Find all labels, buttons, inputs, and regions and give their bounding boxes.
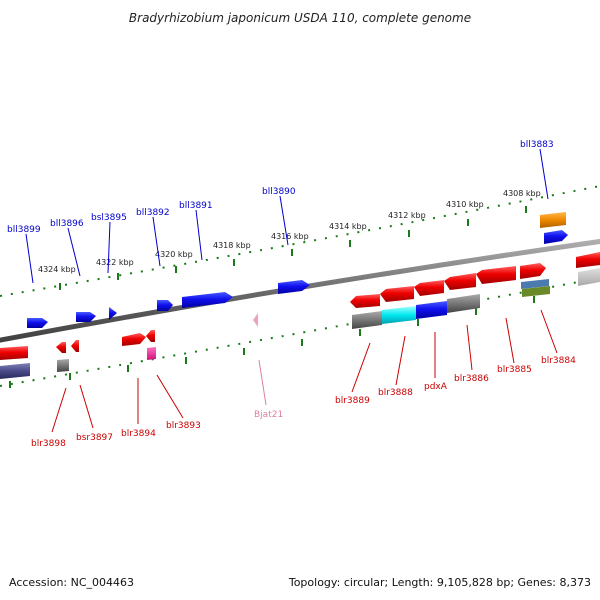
gene-label[interactable]: blr3884	[541, 356, 576, 366]
gene-gray-row2-a[interactable]	[352, 311, 382, 329]
gene-cyan-row2[interactable]	[382, 306, 416, 324]
gene-label[interactable]: pdxA	[424, 382, 448, 392]
top-gene-labels: bll3899 bll3896 bsl3895 bll3892 bll3891 …	[7, 140, 554, 235]
gene-blr3894[interactable]	[122, 333, 146, 346]
gene-label[interactable]: bll3883	[520, 140, 554, 150]
gene-red-left-edge[interactable]	[0, 346, 28, 360]
bottom-gene-labels: blr3898 bsr3897 blr3894 blr3893 Bjat21 b…	[31, 356, 576, 449]
gene-steelblue-small[interactable]	[521, 279, 549, 289]
gene-blue-row2[interactable]	[416, 301, 447, 319]
gene-label[interactable]: bsl3895	[91, 213, 127, 223]
gene-blr3884[interactable]	[520, 263, 546, 279]
scale-label: 4316 kbp	[271, 232, 309, 241]
gene-blr3893[interactable]	[146, 330, 155, 342]
gene-label[interactable]: blr3898	[31, 439, 66, 449]
gene-slate-left-edge[interactable]	[0, 363, 30, 379]
gene-blr3889[interactable]	[350, 294, 380, 308]
gene-label[interactable]: blr3885	[497, 365, 532, 375]
gene-label[interactable]: Bjat21	[254, 410, 283, 420]
gene-gray-small[interactable]	[57, 359, 69, 372]
gene-label[interactable]: bll3890	[262, 187, 296, 197]
gene-bll3883[interactable]	[544, 230, 568, 244]
gene-label[interactable]: blr3893	[166, 421, 201, 431]
gene-label[interactable]: blr3886	[454, 374, 489, 384]
scale-label: 4308 kbp	[503, 189, 541, 198]
gene-bll3891[interactable]	[182, 292, 233, 308]
scale-labels: 4324 kbp 4322 kbp 4320 kbp 4318 kbp 4316…	[38, 189, 541, 274]
gene-label[interactable]: blr3888	[378, 388, 413, 398]
scale-label: 4310 kbp	[446, 200, 484, 209]
top-strand-genes	[27, 212, 568, 328]
scale-label: 4324 kbp	[38, 265, 76, 274]
gene-label[interactable]: bll3899	[7, 225, 41, 235]
gene-orange-feature[interactable]	[540, 212, 566, 228]
rna-label-leader	[258, 359, 267, 406]
scale-label: 4314 kbp	[329, 222, 367, 231]
upper-major-ticks	[59, 206, 527, 290]
bottom-label-leaders	[51, 309, 558, 433]
gene-bll3892[interactable]	[157, 300, 173, 311]
gene-bll3899[interactable]	[27, 318, 48, 328]
gene-label[interactable]: bsr3897	[76, 433, 113, 443]
scale-label: 4312 kbp	[388, 211, 426, 220]
gene-blr3888[interactable]	[380, 286, 414, 302]
gene-pdxA[interactable]	[414, 280, 444, 296]
gene-gray-right-edge[interactable]	[578, 268, 600, 286]
gene-label[interactable]: blr3894	[121, 429, 156, 439]
gene-magenta-small[interactable]	[147, 347, 156, 360]
gene-gray-row2-b[interactable]	[447, 294, 480, 313]
gene-bll3896[interactable]	[76, 312, 96, 322]
gene-Bjat21[interactable]	[253, 313, 258, 327]
bottom-strand-genes	[0, 252, 600, 379]
gene-label[interactable]: bll3891	[179, 201, 213, 211]
lower-major-ticks	[9, 296, 535, 388]
genome-summary-text: Topology: circular; Length: 9,105,828 bp…	[288, 576, 591, 589]
gene-blr3898[interactable]	[56, 342, 66, 353]
scale-label: 4322 kbp	[96, 258, 134, 267]
gene-bsr3897[interactable]	[71, 340, 79, 352]
gene-label[interactable]: bll3892	[136, 208, 170, 218]
gene-red-right-edge[interactable]	[576, 252, 600, 268]
top-label-leaders	[25, 148, 549, 284]
gene-bll3890[interactable]	[278, 280, 310, 294]
map-title: Bradyrhizobium japonicum USDA 110, compl…	[129, 11, 471, 25]
gene-blr3886[interactable]	[444, 273, 476, 290]
gene-olive-small[interactable]	[522, 286, 550, 297]
gene-blr3885[interactable]	[476, 266, 516, 284]
gene-bsl3895[interactable]	[109, 307, 117, 320]
accession-text: Accession: NC_004463	[9, 576, 134, 589]
scale-label: 4320 kbp	[155, 250, 193, 259]
scale-label: 4318 kbp	[213, 241, 251, 250]
gene-label[interactable]: blr3889	[335, 396, 370, 406]
gene-label[interactable]: bll3896	[50, 219, 84, 229]
